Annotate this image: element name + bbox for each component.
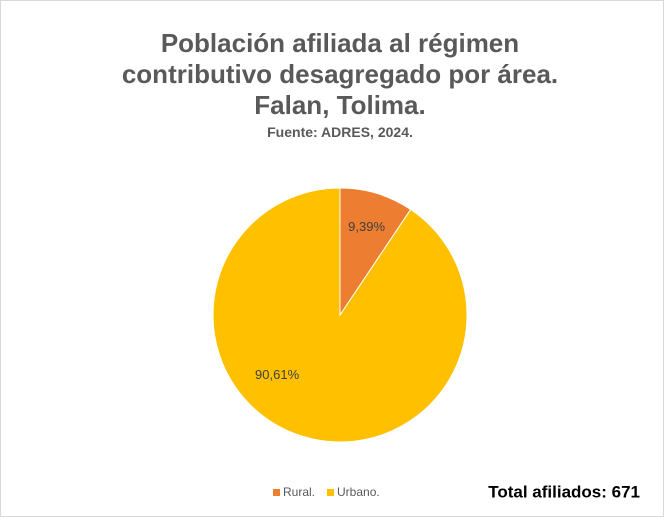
legend-swatch	[327, 489, 335, 496]
slice-label: 90,61%	[255, 367, 300, 382]
legend-swatch	[273, 489, 280, 496]
legend-label: Urbano.	[337, 485, 380, 499]
chart-subtitle: Fuente: ADRES, 2024.	[267, 124, 413, 140]
chart-title: Población afiliada al régimen contributi…	[121, 28, 559, 120]
slice-label: 9,39%	[348, 219, 385, 234]
legend-label: Rural.	[283, 485, 315, 499]
total-annotation: Total afiliados: 671	[488, 482, 640, 501]
pie-slice	[212, 187, 468, 443]
